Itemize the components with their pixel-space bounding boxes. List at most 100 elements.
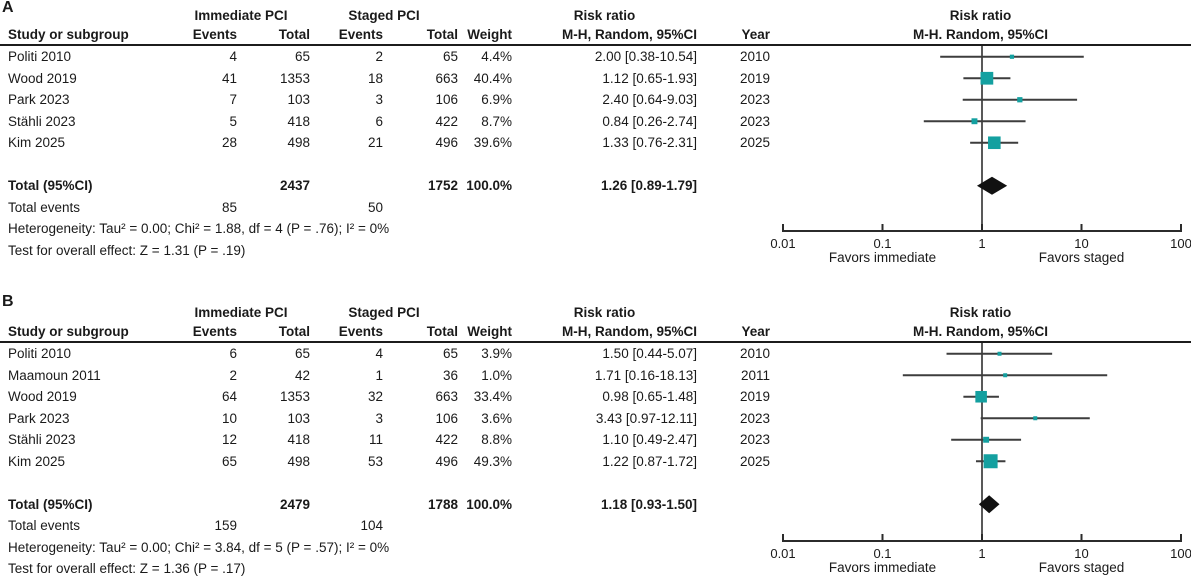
total-events-row: Total events 85 50 — [0, 197, 770, 219]
total-staged-value: 106 — [435, 92, 458, 107]
axis-tick-label: 1 — [978, 546, 985, 561]
events-immediate-header: Events — [192, 27, 237, 42]
weight-value: 3.9% — [481, 346, 512, 361]
events-immediate-value: 10 — [221, 410, 237, 426]
total-immediate-header: Total — [278, 324, 310, 339]
year-value: 2011 — [740, 367, 770, 383]
weight-value: 8.7% — [481, 113, 512, 129]
events-staged-value: 21 — [367, 135, 383, 150]
group-header-row: Immediate PCI Staged PCI Risk ratio — [0, 6, 770, 25]
events-staged-header: Events — [338, 324, 383, 339]
study-row: Wood 2019 64 1353 32 663 33.4% 0.98 [0.6… — [0, 386, 770, 408]
events-staged-value: 3 — [375, 92, 383, 107]
mh-column-header: M-H, Random, 95%CI — [561, 27, 697, 42]
plot-header: Risk ratio M-H. Random, 95%CI — [770, 303, 1191, 341]
total-row: Total (95%CI) 2437 1752 100.0% 1.26 [0.8… — [0, 175, 770, 197]
total-events-label: Total events — [8, 518, 81, 533]
events-staged-value: 11 — [368, 432, 383, 447]
weight-value: 4.4% — [481, 49, 512, 64]
study-row: Kim 2025 65 498 53 496 49.3% 1.22 [0.87-… — [0, 451, 770, 473]
events-staged-value: 53 — [367, 453, 383, 469]
heterogeneity-line: Heterogeneity: Tau² = 0.00; Chi² = 1.88,… — [8, 221, 390, 236]
weight-value: 6.9% — [481, 92, 512, 107]
weight-value: 1.0% — [481, 367, 512, 383]
favors-left-label: Favors immediate — [829, 250, 936, 265]
weight-value: 3.6% — [481, 410, 512, 426]
total-label: Total (95%CI) — [8, 496, 93, 512]
favors-right-label: Favors staged — [1039, 560, 1125, 575]
total-staged-sum: 1752 — [427, 178, 458, 193]
events-immediate-value: 41 — [221, 70, 237, 86]
effect-square — [1017, 97, 1023, 103]
overall-effect-line: Test for overall effect: Z = 1.36 (P = .… — [8, 561, 246, 576]
total-staged-value: 663 — [435, 70, 458, 86]
risk-ratio-value: 2.00 [0.38-10.54] — [594, 49, 697, 64]
total-staged-header: Total — [426, 324, 458, 339]
total-staged-header: Total — [426, 27, 458, 42]
total-events-immediate: 159 — [214, 518, 237, 533]
summary-diamond — [976, 176, 1008, 195]
year-value: 2010 — [739, 49, 770, 64]
total-staged-value: 663 — [435, 389, 458, 404]
total-immediate-value: 498 — [287, 135, 310, 150]
axis-tick-label: 0.01 — [770, 546, 795, 561]
total-events-row: Total events 159 104 — [0, 515, 770, 537]
forest-plot-svg: 0.01 0.1 1 10 100 Favors immediate Favors stag… — [770, 343, 1191, 575]
risk-ratio-value: 0.98 [0.65-1.48] — [602, 389, 697, 404]
plot-subtitle: M-H. Random, 95%CI — [912, 27, 1048, 42]
effect-square — [988, 136, 1001, 150]
study-name: Park 2023 — [8, 410, 70, 426]
total-staged-value: 36 — [442, 367, 458, 383]
plot-subtitle: M-H. Random, 95%CI — [912, 324, 1048, 339]
risk-ratio-value: 1.71 [0.16-18.13] — [594, 367, 697, 383]
events-staged-header: Events — [338, 27, 383, 42]
panel-a: A Immediate PCI Staged PCI Risk ratio St… — [0, 0, 1191, 265]
total-row: Total (95%CI) 2479 1788 100.0% 1.18 [0.9… — [0, 494, 770, 516]
study-name: Politi 2010 — [8, 346, 72, 361]
staged-pci-group-header: Staged PCI — [348, 8, 420, 23]
effect-square — [980, 71, 994, 85]
total-immediate-value: 498 — [287, 453, 310, 469]
axis-tick-label: 1 — [978, 236, 985, 251]
risk-ratio-value: 1.33 [0.76-2.31] — [602, 135, 697, 150]
events-immediate-value: 4 — [229, 49, 237, 64]
effect-square — [971, 118, 978, 125]
favors-right-label: Favors staged — [1039, 250, 1125, 265]
total-events-staged: 104 — [360, 518, 383, 533]
total-weight: 100.0% — [466, 178, 512, 193]
total-events-staged: 50 — [367, 199, 383, 215]
year-value: 2023 — [739, 410, 770, 426]
total-risk-ratio: 1.26 [0.89-1.79] — [600, 178, 697, 193]
study-row: Politi 2010 6 65 4 65 3.9% 1.50 [0.44-5.… — [0, 343, 770, 365]
study-name: Kim 2025 — [8, 135, 66, 150]
study-row: Politi 2010 4 65 2 65 4.4% 2.00 [0.38-10… — [0, 46, 770, 68]
risk-ratio-value: 1.12 [0.65-1.93] — [602, 70, 697, 86]
axis-tick-label: 10 — [1074, 236, 1088, 251]
risk-ratio-value: 1.22 [0.87-1.72] — [602, 453, 697, 469]
study-name: Wood 2019 — [8, 70, 77, 86]
axis-tick-label: 100 — [1170, 236, 1191, 251]
total-weight: 100.0% — [466, 496, 512, 512]
plot-title: Risk ratio — [949, 305, 1012, 320]
study-name: Politi 2010 — [8, 49, 72, 64]
study-row: Park 2023 10 103 3 106 3.6% 3.43 [0.97-1… — [0, 408, 770, 430]
total-immediate-value: 103 — [287, 92, 310, 107]
total-immediate-value: 42 — [294, 367, 310, 383]
events-immediate-value: 12 — [221, 432, 237, 447]
total-staged-value: 496 — [435, 135, 458, 150]
year-header: Year — [741, 27, 770, 42]
study-row: Park 2023 7 103 3 106 6.9% 2.40 [0.64-9.… — [0, 89, 770, 111]
study-row: Stähli 2023 12 418 11 422 8.8% 1.10 [0.4… — [0, 429, 770, 451]
total-label: Total (95%CI) — [8, 178, 93, 193]
events-staged-value: 18 — [367, 70, 383, 86]
year-value: 2023 — [739, 113, 770, 129]
events-staged-value: 3 — [375, 410, 383, 426]
year-value: 2019 — [739, 389, 770, 404]
header-rule — [0, 44, 1191, 46]
year-value: 2023 — [739, 432, 770, 447]
favors-left-label: Favors immediate — [829, 560, 936, 575]
column-header-row: Study or subgroup Events Total Events To… — [0, 322, 770, 341]
study-name: Wood 2019 — [8, 389, 77, 404]
events-immediate-value: 7 — [229, 92, 237, 107]
